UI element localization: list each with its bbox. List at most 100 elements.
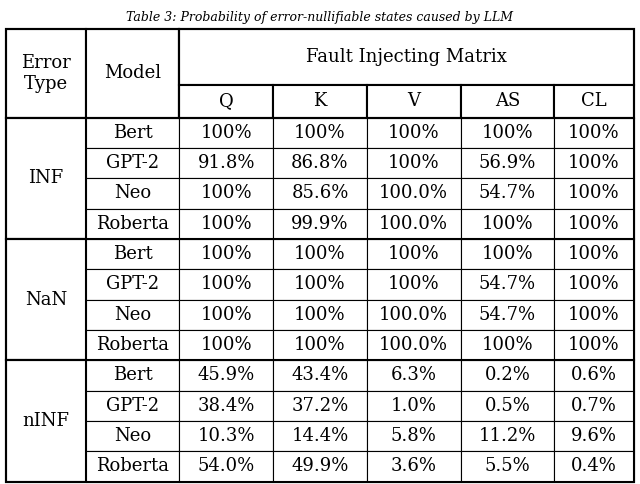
Text: 100%: 100% bbox=[294, 275, 346, 293]
Text: 100%: 100% bbox=[482, 215, 533, 233]
Bar bbox=[86, 330, 179, 360]
Bar bbox=[179, 85, 273, 118]
Bar bbox=[461, 451, 554, 482]
Text: 100%: 100% bbox=[294, 245, 346, 263]
Text: 0.2%: 0.2% bbox=[484, 366, 531, 384]
Text: 100%: 100% bbox=[294, 306, 346, 324]
Text: CL: CL bbox=[581, 92, 607, 110]
Text: 100.0%: 100.0% bbox=[380, 306, 448, 324]
Text: 100%: 100% bbox=[200, 306, 252, 324]
Text: nINF: nINF bbox=[22, 412, 70, 430]
Text: 100%: 100% bbox=[200, 275, 252, 293]
Text: 100%: 100% bbox=[482, 245, 533, 263]
Text: V: V bbox=[407, 92, 420, 110]
Bar bbox=[461, 209, 554, 239]
Bar bbox=[273, 391, 367, 421]
Text: 54.7%: 54.7% bbox=[479, 306, 536, 324]
Text: 0.7%: 0.7% bbox=[571, 397, 617, 415]
Text: Bert: Bert bbox=[113, 124, 152, 142]
Bar bbox=[367, 178, 461, 209]
Bar bbox=[367, 360, 461, 391]
Text: 100%: 100% bbox=[568, 245, 620, 263]
Bar bbox=[367, 391, 461, 421]
Bar bbox=[461, 239, 554, 269]
Bar bbox=[179, 239, 273, 269]
Bar bbox=[179, 118, 273, 148]
Text: 100%: 100% bbox=[200, 124, 252, 142]
Text: Model: Model bbox=[104, 64, 161, 82]
Text: K: K bbox=[314, 92, 326, 110]
Text: 54.0%: 54.0% bbox=[198, 457, 255, 475]
Bar bbox=[367, 330, 461, 360]
Bar bbox=[554, 330, 634, 360]
Text: 100%: 100% bbox=[200, 184, 252, 202]
Bar bbox=[554, 148, 634, 178]
Text: Roberta: Roberta bbox=[96, 215, 169, 233]
Text: 100.0%: 100.0% bbox=[380, 336, 448, 354]
Text: 54.7%: 54.7% bbox=[479, 275, 536, 293]
Bar bbox=[273, 451, 367, 482]
Bar bbox=[86, 148, 179, 178]
Text: Bert: Bert bbox=[113, 245, 152, 263]
Text: 0.5%: 0.5% bbox=[484, 397, 531, 415]
Text: Q: Q bbox=[219, 92, 234, 110]
Bar bbox=[273, 85, 367, 118]
Text: 1.0%: 1.0% bbox=[390, 397, 436, 415]
Text: 11.2%: 11.2% bbox=[479, 427, 536, 445]
Bar bbox=[367, 148, 461, 178]
Text: NaN: NaN bbox=[25, 290, 67, 309]
Bar bbox=[554, 178, 634, 209]
Bar bbox=[367, 451, 461, 482]
Bar bbox=[461, 391, 554, 421]
Text: 14.4%: 14.4% bbox=[291, 427, 349, 445]
Text: Error
Type: Error Type bbox=[21, 54, 71, 93]
Bar bbox=[273, 360, 367, 391]
Text: Fault Injecting Matrix: Fault Injecting Matrix bbox=[306, 48, 507, 66]
Text: 38.4%: 38.4% bbox=[198, 397, 255, 415]
Text: 100%: 100% bbox=[388, 124, 440, 142]
Bar bbox=[86, 178, 179, 209]
Bar bbox=[273, 330, 367, 360]
Bar bbox=[554, 209, 634, 239]
Text: 43.4%: 43.4% bbox=[291, 366, 349, 384]
Bar bbox=[273, 118, 367, 148]
Text: Neo: Neo bbox=[114, 427, 151, 445]
Text: Neo: Neo bbox=[114, 306, 151, 324]
Bar bbox=[86, 300, 179, 330]
Bar bbox=[179, 178, 273, 209]
Bar bbox=[461, 118, 554, 148]
Bar bbox=[179, 330, 273, 360]
Bar bbox=[461, 360, 554, 391]
Bar bbox=[86, 451, 179, 482]
Bar bbox=[86, 360, 179, 391]
Text: 100%: 100% bbox=[568, 184, 620, 202]
Bar bbox=[6, 360, 86, 482]
Text: 100%: 100% bbox=[568, 275, 620, 293]
Bar bbox=[461, 148, 554, 178]
Text: Neo: Neo bbox=[114, 184, 151, 202]
Text: 100%: 100% bbox=[568, 124, 620, 142]
Bar bbox=[86, 391, 179, 421]
Text: INF: INF bbox=[28, 169, 63, 187]
Bar bbox=[554, 451, 634, 482]
Bar bbox=[273, 178, 367, 209]
Text: 37.2%: 37.2% bbox=[291, 397, 349, 415]
Bar bbox=[367, 118, 461, 148]
Text: 100%: 100% bbox=[294, 124, 346, 142]
Bar bbox=[461, 300, 554, 330]
Text: 0.6%: 0.6% bbox=[571, 366, 617, 384]
Bar bbox=[367, 421, 461, 451]
Text: 100%: 100% bbox=[200, 215, 252, 233]
Text: Roberta: Roberta bbox=[96, 457, 169, 475]
Bar bbox=[86, 29, 179, 118]
Text: 100%: 100% bbox=[568, 215, 620, 233]
Bar bbox=[86, 209, 179, 239]
Bar bbox=[179, 29, 634, 85]
Text: 45.9%: 45.9% bbox=[198, 366, 255, 384]
Bar bbox=[273, 421, 367, 451]
Text: 99.9%: 99.9% bbox=[291, 215, 349, 233]
Bar bbox=[367, 269, 461, 300]
Bar bbox=[179, 451, 273, 482]
Text: 91.8%: 91.8% bbox=[198, 154, 255, 172]
Text: 100%: 100% bbox=[294, 336, 346, 354]
